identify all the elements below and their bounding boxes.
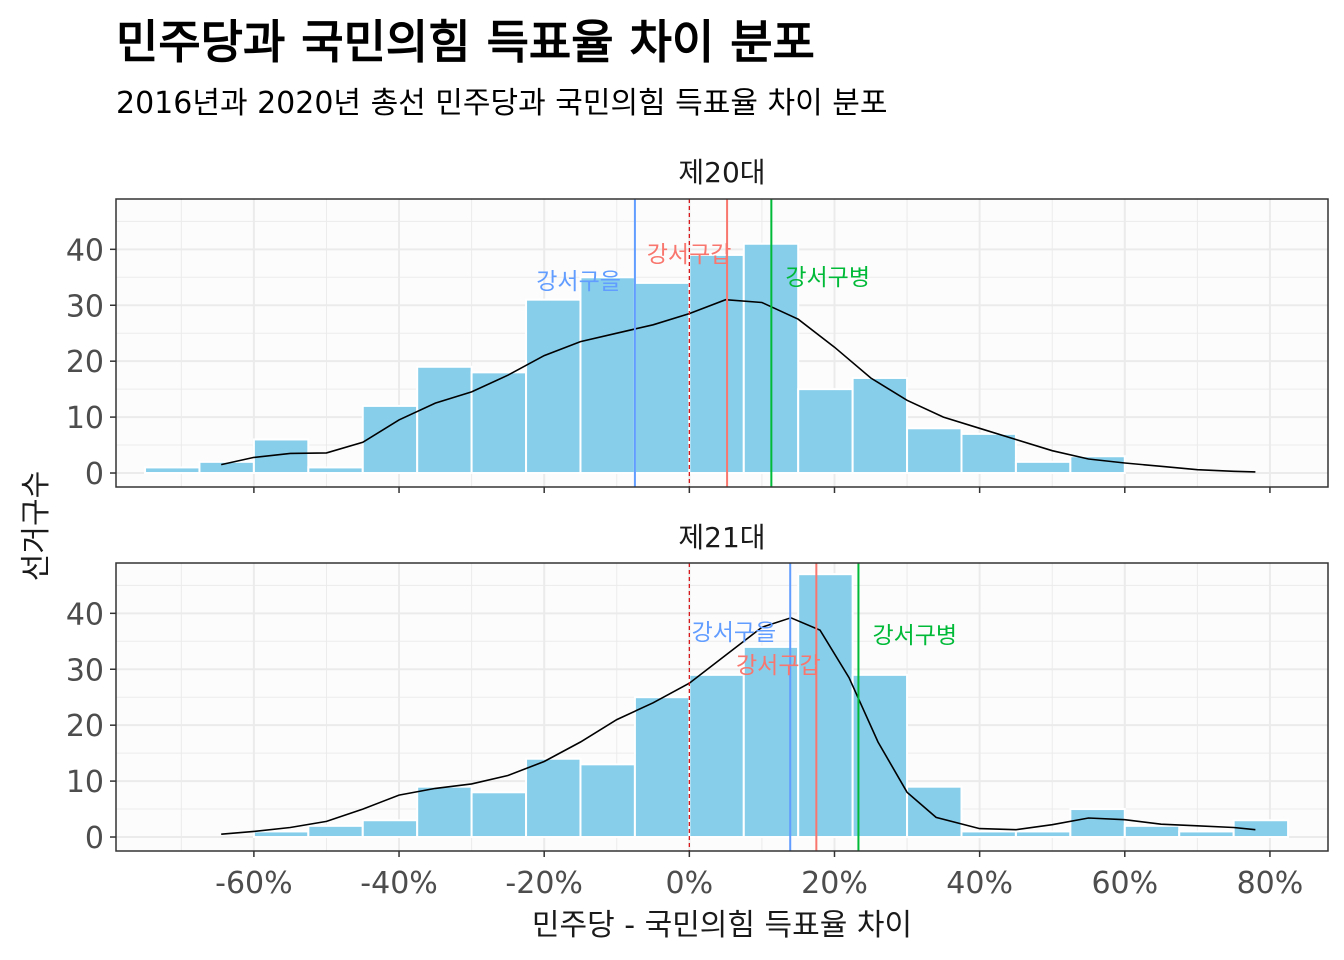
- y-tick-label: 30: [66, 289, 104, 324]
- histogram-bar: [1232, 819, 1290, 839]
- histogram-bar: [960, 830, 1017, 839]
- histogram-bar: [361, 819, 419, 839]
- histogram-bar: [1123, 824, 1181, 839]
- y-tick-label: 40: [66, 233, 104, 268]
- density-curve: [221, 616, 1256, 835]
- facet-panels: 강서구을강서구갑강서구병제20대010203040강서구을강서구갑강서구병제21…: [66, 156, 1329, 901]
- y-tick-label: 10: [66, 401, 104, 436]
- district-label: 강서구갑: [647, 242, 732, 268]
- histogram-bar: [1178, 830, 1235, 839]
- histogram-bar: [1069, 808, 1126, 839]
- x-tick-label: 80%: [1237, 866, 1304, 901]
- histogram-bar: [525, 757, 582, 839]
- histogram-bar: [906, 785, 963, 839]
- histogram-bar: [1014, 830, 1072, 839]
- histogram-bar: [797, 573, 854, 839]
- histogram-bar: [1014, 460, 1072, 475]
- histogram-bar: [688, 253, 745, 475]
- x-tick-label: 0%: [666, 866, 714, 901]
- histogram-bar: [633, 281, 691, 475]
- histogram-bar: [906, 427, 963, 475]
- y-tick-label: 20: [66, 709, 104, 744]
- x-tick-label: 60%: [1091, 866, 1158, 901]
- x-tick-label: -40%: [360, 866, 438, 901]
- histogram-bar: [633, 696, 691, 839]
- y-tick-label: 40: [66, 597, 104, 632]
- histogram-bar: [579, 276, 636, 475]
- x-tick-label: 40%: [946, 866, 1013, 901]
- y-tick-label: 20: [66, 345, 104, 380]
- histogram-bar: [960, 432, 1017, 475]
- facet-strip-label: 제20대: [678, 156, 765, 189]
- histogram-bar: [1069, 455, 1126, 475]
- chart-subtitle: 2016년과 2020년 총선 민주당과 국민의힘 득표율 차이 분포: [116, 86, 887, 121]
- histogram-bar: [307, 824, 364, 839]
- district-label: 강서구갑: [736, 653, 821, 679]
- histogram-bar: [470, 791, 528, 839]
- histogram-bar: [851, 673, 909, 839]
- density-curve: [221, 298, 1256, 473]
- x-tick-label: 20%: [801, 866, 868, 901]
- chart-title: 민주당과 국민의힘 득표율 차이 분포: [116, 15, 815, 69]
- histogram-bar: [797, 388, 854, 475]
- histogram-bar: [688, 673, 745, 839]
- histogram-bar: [742, 645, 800, 839]
- y-tick-label: 30: [66, 653, 104, 688]
- district-label: 강서구병: [872, 623, 957, 649]
- histogram-bar: [416, 785, 473, 839]
- y-tick-label: 10: [66, 765, 104, 800]
- facet-strip-label: 제21대: [678, 521, 765, 554]
- histogram-bar: [144, 466, 201, 475]
- y-tick-label: 0: [85, 457, 104, 492]
- panel-border: [115, 562, 1329, 852]
- histogram-bar: [416, 365, 473, 475]
- y-tick-label: 0: [85, 821, 104, 856]
- district-label: 강서구을: [536, 269, 621, 295]
- histogram-bar: [579, 763, 636, 839]
- histogram-bar: [851, 376, 909, 475]
- panel-border: [115, 198, 1329, 488]
- district-label: 강서구병: [785, 265, 870, 291]
- district-label: 강서구을: [692, 620, 777, 646]
- x-axis-title: 민주당 - 국민의힘 득표율 차이: [532, 908, 912, 943]
- histogram-bar: [361, 404, 419, 475]
- x-tick-label: -20%: [505, 866, 583, 901]
- histogram-bar: [525, 298, 582, 475]
- x-tick-label: -60%: [215, 866, 293, 901]
- y-axis-title: 선거구수: [19, 471, 54, 581]
- histogram-bar: [307, 466, 364, 475]
- histogram-bar: [252, 830, 310, 839]
